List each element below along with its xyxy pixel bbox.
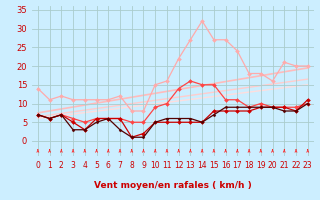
X-axis label: Vent moyen/en rafales ( km/h ): Vent moyen/en rafales ( km/h ) [94,181,252,190]
